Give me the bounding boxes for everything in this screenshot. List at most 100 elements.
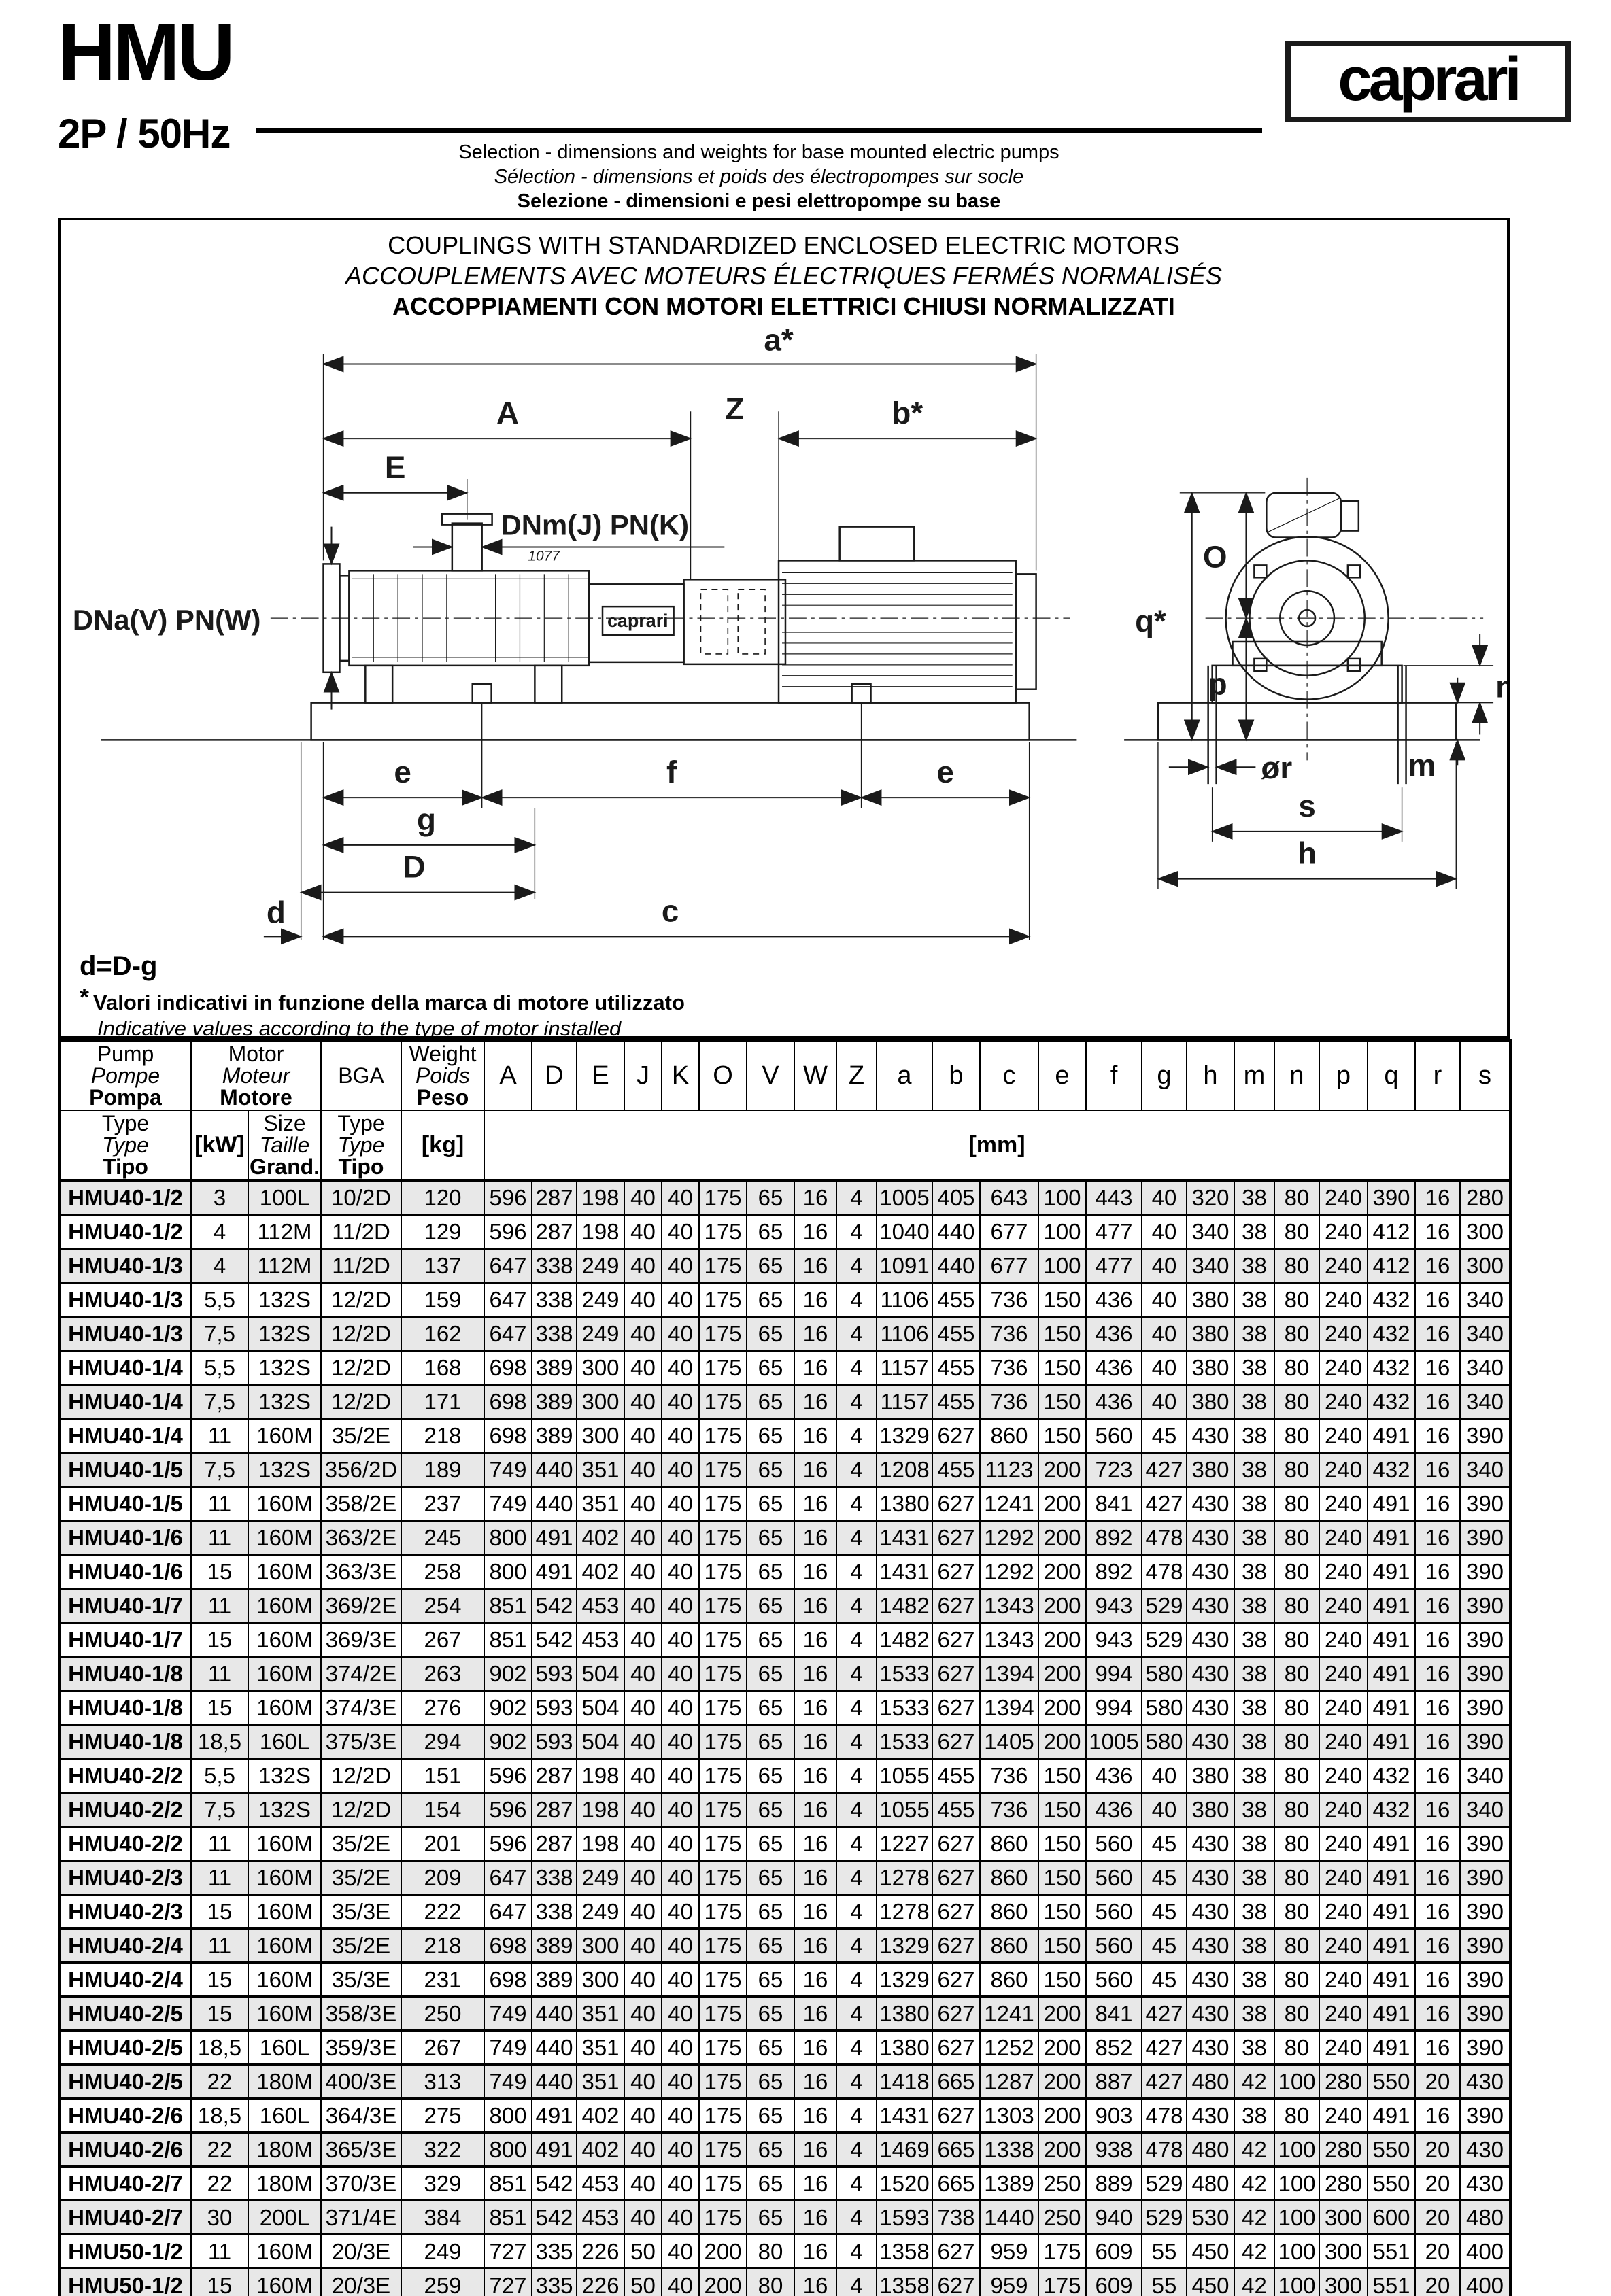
value-cell: 436	[1085, 1758, 1142, 1794]
value-cell: 15	[190, 1690, 249, 1726]
value-cell: 4	[836, 2063, 877, 2100]
value-cell: 455	[932, 1792, 981, 1828]
value-cell: 340	[1459, 1792, 1511, 1828]
value-cell: 380	[1186, 1316, 1235, 1352]
value-cell: 450	[1186, 2267, 1235, 2296]
value-cell: 35/3E	[320, 1961, 402, 1998]
value-cell: 1329	[876, 1418, 933, 1454]
value-cell: 596	[484, 1179, 532, 1216]
table-row: HMU40-2/3 11 160M 35/2E 209 647 338 249 40 40 175 6…	[58, 1860, 1511, 1896]
value-cell: 175	[698, 1758, 747, 1794]
value-cell: 374/2E	[320, 1656, 402, 1692]
value-cell: 380	[1186, 1758, 1235, 1794]
value-cell: 430	[1186, 1520, 1235, 1556]
value-cell: 432	[1367, 1350, 1416, 1386]
table-row: HMU40-1/2 3 100L 10/2D 120 596 287 198 40 40 175 65…	[58, 1179, 1511, 1216]
value-cell: 1431	[876, 1554, 933, 1590]
value-cell: 16	[1414, 1690, 1461, 1726]
value-cell: 400	[1459, 2233, 1511, 2269]
value-cell: 491	[1367, 1656, 1416, 1692]
value-cell: 150	[1038, 1282, 1087, 1318]
value-cell: 12/2D	[320, 1350, 402, 1386]
value-cell: 250	[401, 1995, 485, 2032]
value-cell: 4	[836, 1452, 877, 1488]
value-cell: 40	[624, 1282, 662, 1318]
value-cell: 45	[1141, 1418, 1187, 1454]
value-cell: 20	[1414, 2233, 1461, 2269]
value-cell: 860	[979, 1826, 1039, 1862]
value-cell: 40	[661, 1350, 700, 1386]
value-cell: 200	[1038, 1486, 1087, 1522]
table-row: HMU50-1/2 15 160M 20/3E 259 727 335 226 50 40 200 8…	[58, 2267, 1511, 2296]
value-cell: 16	[794, 2165, 837, 2201]
dim-label-b-star: b*	[892, 396, 923, 430]
value-cell: 40	[661, 1724, 700, 1760]
value-cell: 4	[190, 1214, 249, 1250]
value-cell: 1380	[876, 1995, 933, 2032]
value-cell: 860	[979, 1961, 1039, 1998]
column-header-pump: Pump Pompe Pompa	[58, 1040, 192, 1111]
value-cell: 16	[794, 1622, 837, 1658]
value-cell: 294	[401, 1724, 485, 1760]
value-cell: 851	[484, 1622, 532, 1658]
value-cell: 16	[794, 1995, 837, 2032]
value-cell: 240	[1319, 1792, 1368, 1828]
value-cell: 4	[836, 2165, 877, 2201]
value-cell: 175	[698, 1486, 747, 1522]
value-cell: 627	[932, 1894, 981, 1930]
value-cell: 440	[932, 1248, 981, 1284]
value-cell: 80	[746, 2233, 795, 2269]
value-cell: 65	[746, 1350, 795, 1386]
value-cell: 20	[1414, 2267, 1461, 2296]
value-cell: 200	[1038, 1520, 1087, 1556]
value-cell: 80	[1274, 2097, 1320, 2134]
value-cell: 491	[1367, 1826, 1416, 1862]
value-cell: 1292	[979, 1520, 1039, 1556]
value-cell: 4	[836, 1418, 877, 1454]
value-cell: 430	[1186, 1690, 1235, 1726]
value-cell: 723	[1085, 1452, 1142, 1488]
value-cell: 430	[1186, 2029, 1235, 2066]
value-cell: 175	[698, 1179, 747, 1216]
value-cell: 390	[1367, 1179, 1416, 1216]
value-cell: 175	[698, 1894, 747, 1930]
value-cell: 40	[661, 2097, 700, 2134]
dim-label-n: n	[1495, 670, 1507, 704]
table-row: HMU40-1/3 4 112M 11/2D 137 647 338 249 40 40 175 65…	[58, 1248, 1511, 1284]
value-cell: 390	[1459, 1961, 1511, 1998]
table-row: HMU40-1/7 11 160M 369/2E 254 851 542 453 40 40 175…	[58, 1588, 1511, 1624]
value-cell: 1593	[876, 2199, 933, 2235]
value-cell: 627	[932, 2097, 981, 2134]
value-cell: 889	[1085, 2165, 1142, 2201]
value-cell: 65	[746, 2063, 795, 2100]
value-cell: 160M	[248, 1690, 322, 1726]
value-cell: 436	[1085, 1316, 1142, 1352]
dim-label-e-left: e	[394, 755, 411, 789]
value-cell: 40	[1141, 1316, 1187, 1352]
value-cell: 550	[1367, 2165, 1416, 2201]
value-cell: 65	[746, 2029, 795, 2066]
value-cell: 727	[484, 2233, 532, 2269]
value-cell: 432	[1367, 1758, 1416, 1794]
value-cell: 22	[190, 2131, 249, 2168]
value-cell: 16	[794, 1961, 837, 1998]
value-cell: 402	[576, 1520, 625, 1556]
value-cell: 4	[836, 1724, 877, 1760]
value-cell: 40	[624, 1554, 662, 1590]
value-cell: 300	[576, 1384, 625, 1420]
value-cell: 698	[484, 1418, 532, 1454]
value-cell: 280	[1459, 1179, 1511, 1216]
value-cell: 40	[661, 1826, 700, 1862]
value-cell: 275	[401, 2097, 485, 2134]
value-cell: 40	[1141, 1282, 1187, 1318]
value-cell: 240	[1319, 1622, 1368, 1658]
value-cell: 40	[661, 1894, 700, 1930]
value-cell: 80	[1274, 1927, 1320, 1964]
value-cell: 455	[932, 1316, 981, 1352]
pump-type-cell: HMU50-1/2	[58, 2233, 192, 2269]
value-cell: 175	[698, 1384, 747, 1420]
value-cell: 38	[1234, 1486, 1275, 1522]
value-cell: 1405	[979, 1724, 1039, 1760]
value-cell: 11	[190, 1826, 249, 1862]
value-cell: 16	[1414, 1384, 1461, 1420]
